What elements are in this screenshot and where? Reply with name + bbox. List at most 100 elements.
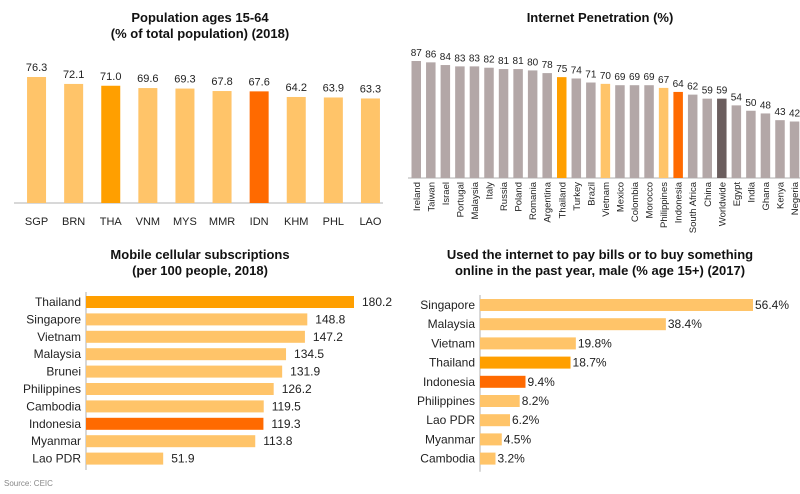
data-label: 74	[571, 65, 583, 76]
tick-label: Negeria	[790, 181, 800, 215]
data-label: 86	[425, 49, 437, 60]
bar-mmr	[212, 91, 232, 203]
data-label: 75	[556, 64, 568, 75]
bar-malaysia	[86, 348, 287, 361]
data-label: 67.8	[211, 76, 232, 88]
tick-label: Argentina	[543, 181, 554, 222]
data-label: 83	[469, 53, 481, 64]
data-label: 76.3	[26, 62, 47, 74]
bar-philippines	[480, 395, 520, 407]
category-label: Singapore	[420, 298, 475, 312]
title-line-1: Population ages 15-64	[131, 10, 269, 25]
tick-label: Philippines	[659, 182, 670, 228]
data-label: 69	[629, 72, 641, 83]
tick-label: Vietnam	[601, 182, 612, 217]
bar-vietnam	[86, 330, 305, 343]
data-label: 48	[760, 100, 772, 111]
tick-label: China	[703, 181, 714, 207]
tick-label: Russia	[499, 181, 510, 211]
category-label: Malaysia	[34, 347, 82, 361]
category-label: Indonesia	[29, 417, 81, 431]
tick-label: MMR	[209, 216, 235, 228]
tick-label: Portugal	[455, 182, 466, 217]
bar-argentina	[542, 73, 552, 178]
title-line-1: Mobile cellular subscriptions	[110, 247, 290, 262]
bar-brunei	[86, 365, 283, 378]
bar-italy	[484, 67, 494, 178]
tick-label: Thailand	[557, 182, 568, 218]
tick-label: Poland	[514, 182, 525, 212]
bar-thailand	[86, 296, 354, 308]
bar-thailand	[480, 356, 571, 369]
data-label: 126.2	[282, 382, 312, 396]
mobile-chart-title: Mobile cellular subscriptions (per 100 p…	[0, 247, 400, 279]
bar-philippines	[86, 383, 274, 395]
data-label: 148.8	[315, 312, 345, 326]
data-label: 69	[643, 72, 655, 83]
data-label: 3.2%	[497, 452, 525, 466]
data-label: 19.8%	[578, 336, 612, 350]
bar-thailand	[557, 77, 567, 178]
bar-turkey	[571, 78, 582, 178]
bar-myanmar	[480, 433, 502, 446]
category-label: Malaysia	[428, 317, 476, 331]
source-note: Source: CEIC	[4, 479, 53, 488]
bar-egypt	[731, 105, 742, 178]
category-label: Myanmar	[425, 432, 475, 446]
bar-sgp	[27, 77, 47, 203]
category-label: Lao PDR	[32, 452, 81, 466]
bar-mys	[175, 88, 195, 203]
data-label: 42	[789, 109, 800, 120]
category-label: Vietnam	[37, 330, 81, 344]
data-label: 78	[542, 60, 554, 71]
data-label: 134.5	[294, 347, 324, 361]
data-label: 69	[614, 72, 626, 83]
bar-vietnam	[600, 83, 611, 178]
bar-morocco	[644, 85, 654, 178]
data-label: 62	[687, 82, 699, 93]
tick-label: Turkey	[572, 182, 583, 211]
bar-taiwan	[426, 62, 436, 178]
bar-tha	[101, 85, 121, 203]
bar-cambodia	[480, 452, 496, 465]
data-label: 63.9	[323, 82, 344, 94]
bar-khm	[286, 96, 306, 203]
bar-indonesia	[480, 375, 526, 388]
title-line-2: online in the past year, male (% age 15+…	[454, 263, 746, 278]
data-label: 119.5	[272, 399, 301, 413]
internet-chart-title: Internet Penetration (%)	[526, 10, 674, 25]
tick-label: MYS	[173, 216, 197, 228]
data-label: 71	[585, 70, 597, 81]
data-label: 69.6	[137, 73, 158, 85]
data-label: 43	[774, 107, 786, 118]
data-label: 70	[600, 71, 612, 82]
bar-vietnam	[480, 337, 576, 350]
bar-brn	[64, 83, 84, 203]
tick-label: SGP	[25, 216, 48, 228]
data-label: 6.2%	[512, 413, 540, 427]
category-label: Cambodia	[26, 399, 81, 413]
bar-malaysia	[469, 66, 480, 178]
category-label: Thailand	[429, 356, 475, 370]
bar-singapore	[480, 299, 753, 311]
tick-label: KHM	[284, 216, 308, 228]
tick-label: Mexico	[615, 182, 626, 212]
bar-south-africa	[687, 94, 698, 178]
bar-lao	[360, 98, 380, 203]
category-label: Cambodia	[420, 452, 475, 466]
bar-lao-pdr	[480, 414, 511, 427]
title-line-1: Used the internet to pay bills or to buy…	[446, 247, 754, 262]
tick-label: VNM	[136, 216, 160, 228]
data-label: 119.3	[271, 417, 300, 431]
title-line-2: (% of total population) (2018)	[110, 26, 290, 41]
bar-worldwide	[717, 98, 727, 178]
bar-india	[746, 110, 756, 178]
bar-ghana	[760, 113, 771, 178]
bar-lao-pdr	[86, 452, 164, 465]
data-label: 80	[527, 57, 539, 68]
mobile-chart-svg: Thailand 180.2 Singapore 148.8 Vietnam 147.2 M…	[23, 292, 392, 470]
bar-idn	[249, 91, 269, 203]
data-label: 71.0	[100, 71, 121, 83]
data-label: 9.4%	[528, 375, 556, 389]
population-chart: Population ages 15-64 (% of total popula…	[0, 0, 400, 240]
